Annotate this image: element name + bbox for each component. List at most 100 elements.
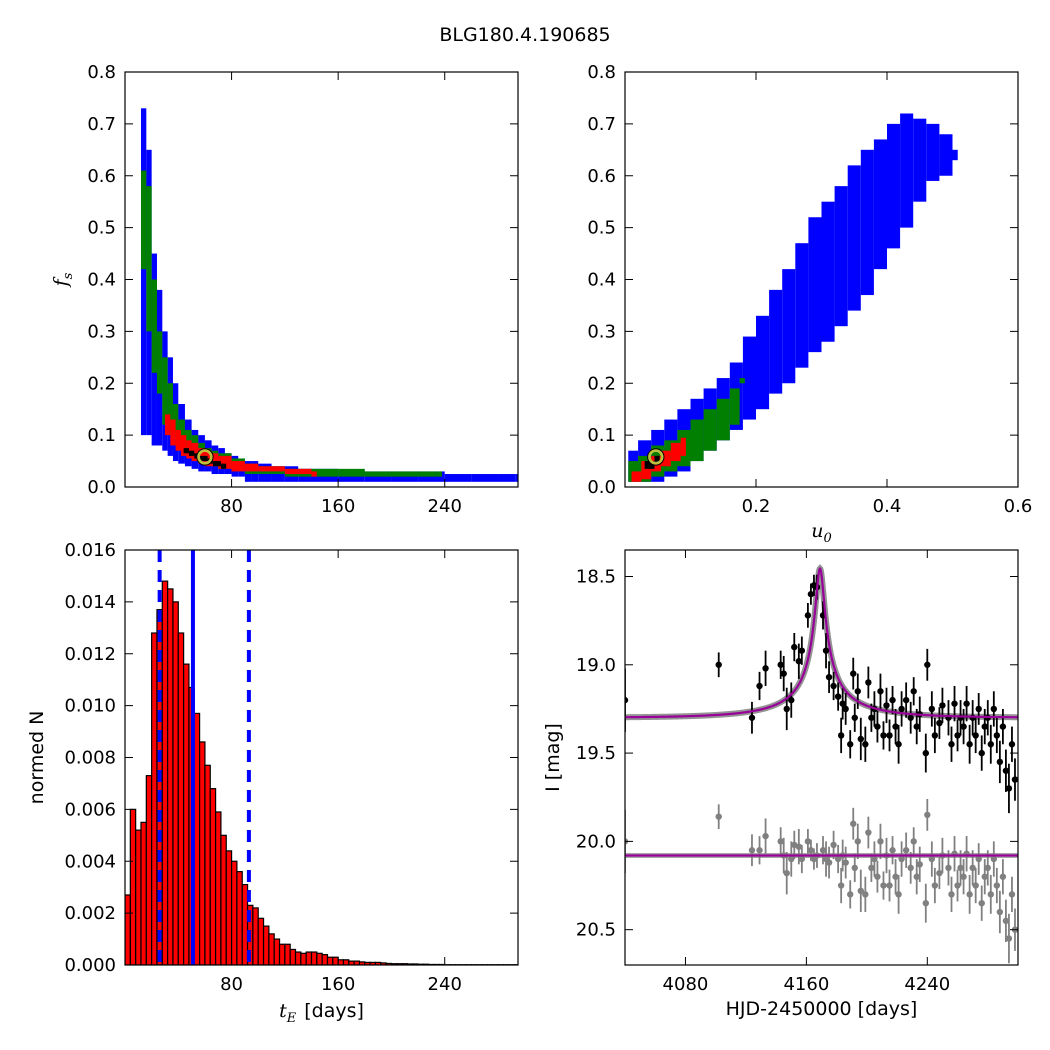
- outer-density-cell: [782, 269, 796, 384]
- black-data-point: [1008, 741, 1016, 748]
- black-data-point: [1002, 767, 1010, 774]
- x-tick-label: 0.4: [873, 496, 902, 517]
- gray-data-point: [886, 882, 893, 889]
- gray-data-point: [715, 813, 722, 820]
- y-tick-label: 0.002: [64, 903, 116, 924]
- mid-density-cell: [716, 398, 730, 441]
- gray-data-point: [834, 855, 842, 863]
- outer-density-cell: [808, 217, 822, 353]
- gray-data-point: [842, 859, 849, 866]
- y-tick-label: 0.4: [587, 270, 616, 291]
- y-tick-label: 0.2: [87, 373, 116, 394]
- y-tick-label: 0.010: [64, 696, 116, 717]
- gray-data-point: [847, 891, 854, 898]
- gray-data-point: [902, 847, 910, 854]
- gray-data-point: [931, 882, 939, 889]
- gray-data-point: [1002, 917, 1010, 925]
- gray-data-point: [874, 873, 881, 880]
- black-data-point: [762, 665, 769, 672]
- black-data-point: [1005, 785, 1013, 792]
- black-data-point: [791, 643, 798, 651]
- histogram-bar: [199, 741, 206, 965]
- black-data-point: [862, 741, 869, 748]
- black-data-point: [748, 714, 756, 721]
- gray-data-point: [788, 855, 795, 863]
- outer-density-cell: [821, 201, 835, 342]
- fs-vs-u0-panel: 0.2 0.4 0.6 0.0 0.1 0.2 0.3 0.4 0.5 0.6 0.7 0.8 u0: [587, 62, 1032, 546]
- y-tick-label: 0.004: [64, 851, 116, 872]
- y-tick-label: 0.8: [87, 62, 116, 83]
- y-tick-label: 0.6: [587, 166, 616, 187]
- gray-data-point: [1008, 891, 1016, 898]
- y-axis-label: fs: [50, 272, 76, 288]
- black-data-point: [804, 612, 812, 619]
- histogram-bar: [300, 952, 307, 965]
- histogram-bar: [310, 951, 318, 965]
- y-tick-label: 0.1: [87, 425, 116, 446]
- fs-vs-tE-panel: 80 160 240 0.0 0.1 0.2 0.3 0.4 0.5 0.6 0.7 0.8 fs: [50, 62, 519, 517]
- black-data-point: [966, 741, 973, 748]
- x-axis-label-main: t: [279, 1000, 287, 1022]
- gray-data-point: [756, 847, 763, 854]
- core-density-cell: [188, 450, 195, 456]
- outer-density-cell: [756, 315, 770, 410]
- gray-data-point: [948, 891, 955, 898]
- mid-density-cell: [391, 471, 419, 477]
- black-data-point: [874, 723, 881, 730]
- black-data-point: [857, 735, 864, 743]
- black-data-point: [788, 696, 795, 704]
- axes-frame: [624, 549, 1019, 966]
- y-tick-label: 18.5: [576, 566, 616, 587]
- best-fit-marker-outline: [647, 448, 665, 466]
- black-data-point: [825, 673, 833, 681]
- gray-data-point: [898, 855, 905, 863]
- y-tick-label: 0.016: [64, 540, 116, 561]
- gray-data-point: [922, 899, 929, 907]
- black-data-point: [822, 647, 830, 654]
- inner-density-cell: [244, 463, 259, 472]
- histogram-bar: [177, 632, 185, 965]
- black-data-point: [972, 732, 979, 739]
- gray-data-point: [993, 882, 1001, 889]
- light-curve-data: [625, 564, 1018, 964]
- gray-data-point: [907, 864, 914, 872]
- outer-density-cell: [926, 123, 940, 181]
- outer-density-cell: [795, 243, 809, 368]
- black-data-point: [834, 693, 842, 700]
- histogram-bar: [342, 959, 350, 965]
- black-data-point: [892, 723, 899, 730]
- x-axis-label-suffix: [days]: [304, 1000, 364, 1022]
- core-density-cell: [212, 461, 221, 467]
- y-tick-label: 0.006: [64, 799, 116, 820]
- mid-density-cell: [418, 471, 437, 477]
- black-data-point: [960, 723, 967, 730]
- histogram-bar: [209, 788, 217, 965]
- gray-data-point: [850, 820, 857, 827]
- core-density-cell: [183, 448, 189, 454]
- gray-data-point: [825, 859, 833, 866]
- gray-data-point: [916, 861, 923, 868]
- gray-data-point: [910, 838, 917, 845]
- black-data-point: [847, 741, 854, 748]
- histogram-bar: [294, 951, 302, 965]
- gray-data-point: [936, 869, 943, 877]
- y-tick-label: 0.008: [64, 748, 116, 769]
- y-tick-label: 0.7: [87, 114, 116, 135]
- black-data-point: [987, 741, 994, 748]
- black-data-point: [780, 670, 787, 677]
- light-curve-panel: 4080 4160 4240 18.5 19.0 19.5 20.0 20.5 I [mag] H…: [542, 549, 1019, 1020]
- outer-density-cell: [515, 474, 518, 482]
- x-axis-label: HJD-2450000 [days]: [726, 998, 918, 1020]
- y-tick-label: 19.0: [576, 655, 616, 676]
- mid-density-cell: [436, 471, 442, 477]
- core-density-cell: [654, 455, 660, 464]
- outer-density-cell: [471, 474, 499, 482]
- mid-density-cell: [338, 468, 365, 477]
- y-axis-label: normed N: [26, 711, 48, 805]
- axes-frame: [624, 71, 1019, 488]
- y-tick-label: 0.6: [87, 166, 116, 187]
- outer-density-cell: [742, 336, 756, 420]
- core-density-cell: [220, 463, 227, 469]
- black-data-point: [928, 705, 936, 713]
- x-axis-label-sub: 0: [823, 531, 831, 546]
